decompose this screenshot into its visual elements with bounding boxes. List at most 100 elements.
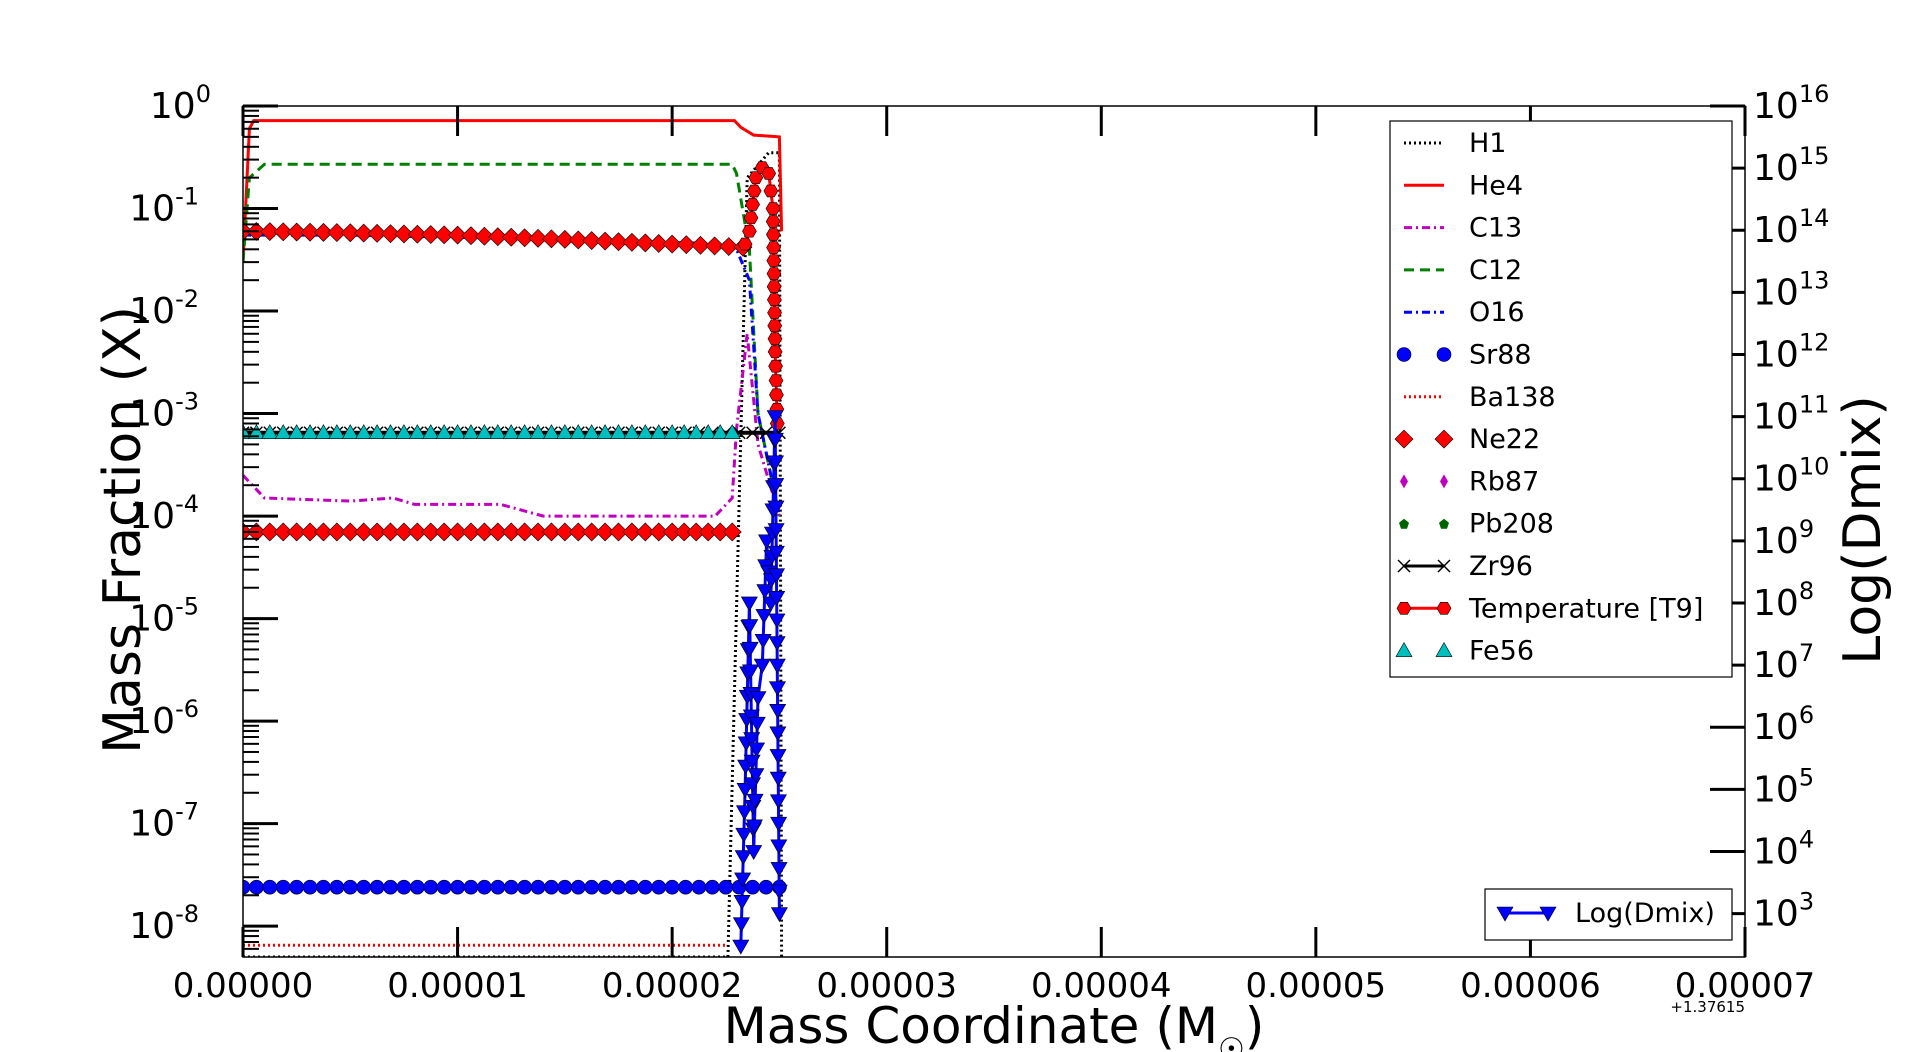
data-point [749, 691, 767, 707]
y-right-tick-label: 1012 [1753, 328, 1829, 375]
data-point [719, 237, 739, 256]
legend-marker [1435, 641, 1453, 657]
data-point [287, 522, 307, 542]
y-left-tick-label: 10-3 [129, 388, 199, 435]
data-point [735, 805, 754, 821]
data-point [316, 879, 331, 895]
legend-marker [1440, 474, 1448, 489]
data-point [260, 222, 280, 242]
data-point [767, 500, 785, 516]
series-log-dmix- [732, 410, 788, 955]
data-point [501, 522, 521, 542]
legend-label: C12 [1469, 255, 1522, 286]
data-point [769, 388, 784, 402]
legend-marker [1434, 429, 1454, 449]
legend-entry: Temperature [T9] [1396, 593, 1703, 624]
data-point [474, 522, 494, 542]
data-point [261, 424, 279, 440]
data-point [462, 424, 480, 440]
data-point [434, 225, 454, 245]
data-point [767, 478, 785, 493]
data-point [742, 709, 760, 725]
data-point [609, 522, 628, 542]
data-point [649, 522, 669, 542]
series-ne22 [243, 522, 742, 542]
legend-label: Temperature [T9] [1468, 593, 1703, 624]
data-point [421, 225, 441, 244]
data-point [723, 424, 741, 440]
data-point [340, 223, 360, 243]
data-point [722, 522, 742, 542]
y-left-axis-label: Mass Fraction (X) [93, 306, 153, 754]
x-tick-label: 0.00006 [1460, 966, 1601, 1006]
y-right-tick-label: 107 [1753, 639, 1814, 686]
data-point [768, 359, 783, 373]
data-point [711, 424, 729, 440]
data-point [691, 879, 707, 895]
data-point [582, 522, 602, 542]
data-point [740, 596, 758, 612]
data-point [501, 227, 521, 247]
data-point [769, 794, 787, 810]
data-point [687, 424, 705, 440]
y-right-tick-label: 104 [1753, 825, 1814, 872]
data-point [595, 231, 615, 251]
series-he4 [243, 119, 784, 263]
data-point [769, 771, 787, 787]
legend-marker [1436, 601, 1452, 615]
data-point [461, 522, 481, 542]
data-point [260, 522, 280, 542]
series-o16 [243, 233, 781, 517]
data-point [768, 681, 786, 697]
data-point [555, 522, 575, 542]
y-right-tick-label: 1016 [1753, 80, 1829, 127]
data-point [743, 732, 761, 748]
y-right-tick-label: 109 [1753, 515, 1814, 562]
data-point [767, 332, 783, 346]
data-point [584, 879, 599, 895]
y-left-tick-label: 100 [150, 80, 211, 127]
data-point [395, 424, 413, 440]
data-point [651, 879, 667, 895]
data-point [770, 884, 788, 900]
y-right-tick-label: 105 [1753, 763, 1814, 810]
data-point [529, 424, 547, 440]
data-point [436, 879, 452, 895]
legend-entry: O16 [1404, 297, 1525, 328]
legend2-marker [1539, 906, 1557, 922]
data-point [622, 522, 642, 542]
data-point [597, 879, 613, 895]
data-point [766, 432, 784, 448]
data-point [770, 907, 788, 923]
data-point [662, 234, 682, 254]
data-point [699, 424, 717, 440]
data-point [745, 845, 763, 861]
data-point [743, 211, 759, 225]
data-point [754, 633, 772, 649]
data-point [410, 879, 425, 895]
data-point [530, 879, 546, 895]
data-point [765, 215, 781, 228]
data-point [766, 410, 784, 426]
data-point [636, 424, 654, 440]
x-tick-label: 0.00002 [602, 966, 743, 1006]
data-point [314, 424, 332, 440]
data-point [247, 424, 265, 440]
data-point [273, 222, 293, 242]
data-point [734, 850, 752, 866]
data-point [732, 917, 750, 933]
x-tick-label: 0.00005 [1246, 966, 1387, 1006]
legend2-label: Log(Dmix) [1575, 898, 1715, 929]
data-point [475, 424, 493, 440]
data-point [748, 171, 764, 184]
data-point [609, 232, 628, 252]
data-point [557, 879, 573, 895]
data-point [517, 879, 532, 895]
data-point [502, 424, 520, 440]
legend-entry: H1 [1404, 128, 1506, 159]
data-point [381, 522, 400, 542]
data-point [755, 609, 773, 625]
data-point [314, 222, 333, 242]
data-point [768, 636, 786, 652]
y-right-axis-label: Log(Dmix) [1833, 395, 1893, 664]
